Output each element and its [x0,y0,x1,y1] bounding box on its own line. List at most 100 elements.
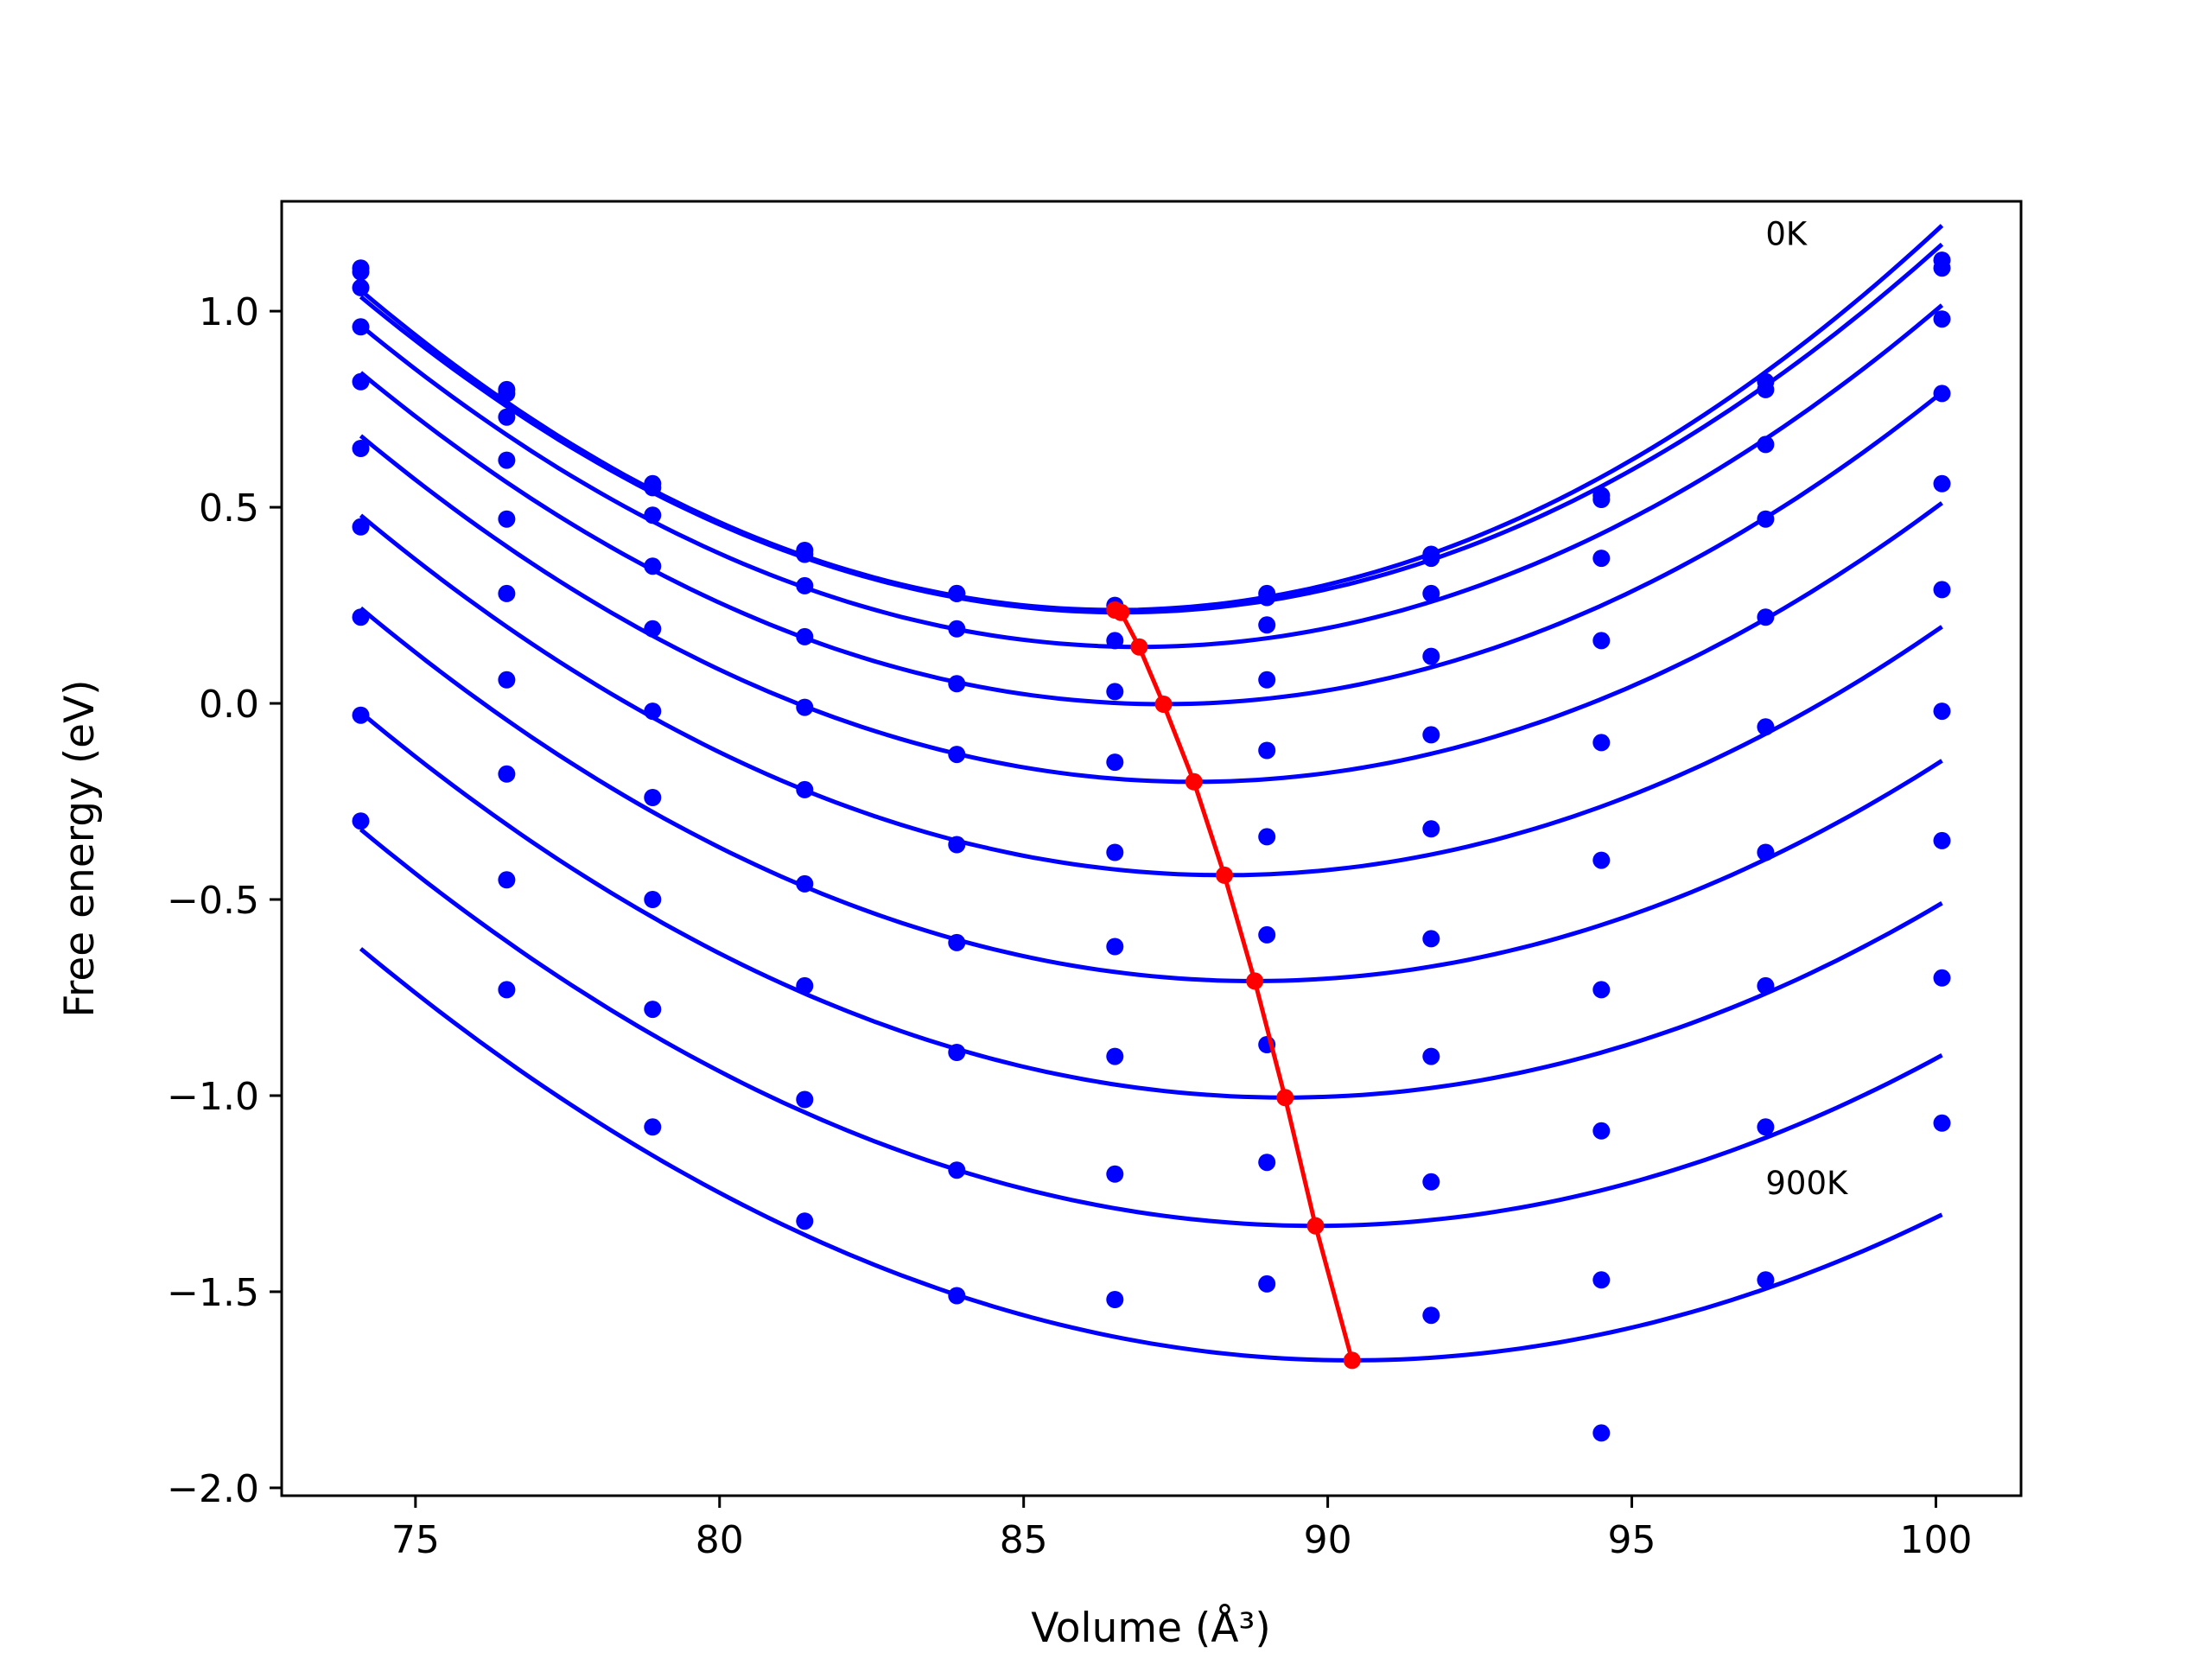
data-point [1106,753,1124,772]
data-point [498,510,516,528]
data-point [644,506,662,524]
data-point [796,545,814,563]
data-point [796,874,814,893]
fit-curve-2 [359,242,1944,615]
data-point [1933,385,1951,403]
data-point [1933,831,1951,849]
data-point [644,620,662,638]
data-point [1757,976,1775,995]
data-point [498,451,516,469]
data-point [1933,474,1951,493]
fit-curve-4 [359,371,1944,707]
fit-curve-3 [359,303,1944,650]
fit-curve-8 [359,710,1943,1100]
fit-curve-9 [359,827,1943,1229]
data-point [1422,550,1440,568]
x-tick-label: 85 [1000,1518,1048,1562]
data-point [1592,550,1611,568]
data-point [796,698,814,716]
x-tick-label: 90 [1304,1518,1352,1562]
data-point [352,518,370,536]
data-point [352,706,370,724]
x-tick-label: 95 [1608,1518,1656,1562]
data-point [948,675,966,693]
data-point [1258,925,1276,944]
data-points [352,251,1951,1442]
data-point [1422,1173,1440,1191]
y-tick-label: 1.0 [199,290,259,334]
data-point [1757,380,1775,398]
data-point [352,318,370,336]
data-point [1422,820,1440,838]
annotations: 0K 900K [1765,215,1849,1202]
minimum-energy-path [1106,601,1361,1370]
data-point [352,812,370,830]
data-point [948,620,966,638]
y-tick-label: −1.5 [167,1271,259,1315]
data-point [796,976,814,995]
data-point [1258,828,1276,846]
temperature-annotation: 0K [1765,215,1808,252]
minimum-point [1112,603,1130,621]
x-tick-label: 80 [696,1518,744,1562]
x-tick-label: 100 [1899,1518,1972,1562]
data-point [644,1118,662,1136]
data-point [1422,584,1440,602]
data-point [1757,608,1775,626]
minimum-point [1216,866,1233,884]
data-point [1258,616,1276,634]
data-point [1106,632,1124,650]
data-point [1258,1274,1276,1293]
data-point [1757,510,1775,528]
plot-frame [280,200,2023,1497]
data-point [1592,1271,1611,1289]
y-tick-label: 0.0 [199,683,259,727]
y-axis-label: Free energy (eV) [56,679,104,1017]
data-point [498,584,516,602]
data-point [948,1161,966,1179]
data-point [1933,969,1951,987]
data-point [1422,726,1440,744]
data-point [498,981,516,999]
data-point [1933,581,1951,599]
data-point [1592,1424,1611,1442]
data-point [498,385,516,403]
x-axis-label: Volume (Å³) [1031,1605,1270,1652]
data-point [1592,632,1611,650]
x-tick-label: 75 [391,1518,440,1562]
x-axis-ticks: 75 80 85 90 95 100 [391,1496,1972,1562]
data-point [948,584,966,602]
data-point [352,440,370,457]
y-axis-ticks: 1.0 0.5 0.0 −0.5 −1.0 −1.5 −2.0 [167,290,282,1511]
y-tick-label: −2.0 [167,1467,259,1511]
data-point [948,1287,966,1305]
data-point [644,702,662,721]
fit-curve-1 [359,224,1944,613]
data-point [948,746,966,764]
minimum-point [1130,638,1148,656]
data-point [1106,1291,1124,1308]
data-point [352,263,370,281]
data-point [644,557,662,575]
data-point [796,1090,814,1109]
data-point [1592,851,1611,869]
data-point [1422,1306,1440,1325]
y-tick-label: 0.5 [199,486,259,531]
data-point [498,871,516,889]
minimum-point [1306,1217,1325,1235]
data-point [948,1044,966,1061]
data-point [1258,671,1276,689]
data-point [1757,843,1775,861]
data-point [1422,930,1440,948]
data-point [1933,310,1951,328]
data-point [1106,938,1124,956]
fit-curve-5 [359,434,1943,785]
fit-curves [359,224,1944,1363]
fit-curve-6 [359,513,1943,878]
fit-curve-10 [359,947,1943,1363]
data-point [1422,647,1440,665]
data-point [1757,1118,1775,1136]
data-point [796,576,814,594]
data-point [796,780,814,798]
